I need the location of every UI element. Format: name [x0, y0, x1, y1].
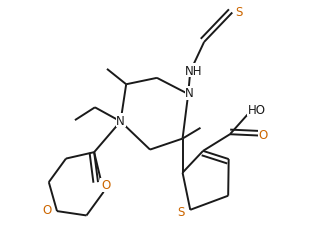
- Text: S: S: [235, 6, 242, 19]
- Text: N: N: [116, 114, 125, 127]
- Text: O: O: [42, 204, 51, 216]
- Text: HO: HO: [248, 103, 266, 116]
- Text: N: N: [185, 87, 194, 100]
- Text: NH: NH: [185, 64, 202, 77]
- Text: S: S: [177, 205, 184, 218]
- Text: O: O: [259, 129, 268, 142]
- Text: O: O: [101, 178, 110, 191]
